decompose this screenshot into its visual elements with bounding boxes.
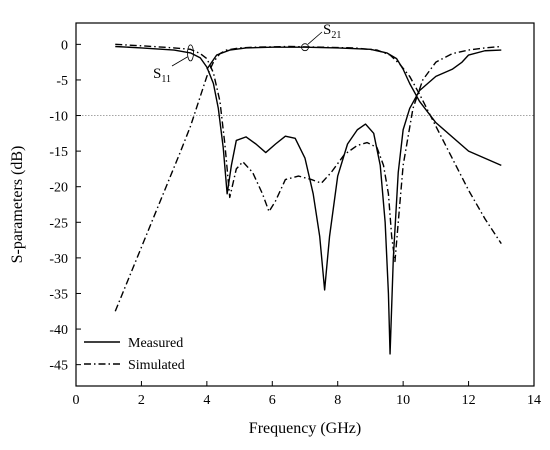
legend: Measured Simulated: [84, 336, 185, 373]
y-tick-label: -5: [56, 74, 68, 89]
y-axis-label: S-parameters (dB): [9, 146, 26, 264]
x-tick-label: 0: [73, 393, 80, 408]
y-tick-label: -40: [49, 323, 68, 338]
plot-area: [114, 43, 502, 355]
legend-label-measured: Measured: [128, 336, 183, 351]
plot-frame: [75, 22, 535, 387]
x-tick-label: 2: [138, 393, 145, 408]
y-tick-label: -30: [49, 252, 68, 267]
y-tick-label: -45: [49, 359, 68, 374]
series-simulated: [114, 43, 502, 312]
legend-label-simulated: Simulated: [128, 358, 185, 373]
x-tick-label: 12: [462, 393, 476, 408]
series-line-simulated-s21: [114, 45, 502, 312]
annotation-leader-s21: [307, 31, 323, 45]
x-tick-label: 6: [269, 393, 276, 408]
y-tick-label: -35: [49, 287, 68, 302]
series-line-measured-s11: [115, 45, 502, 355]
x-tick-label: 10: [396, 393, 410, 408]
x-axis-label: Frequency (GHz): [249, 420, 361, 437]
y-tick-label: -10: [49, 110, 68, 125]
annotation-marker-s11: [187, 44, 194, 62]
x-tick-label: 14: [527, 393, 541, 408]
y-tick-label: 0: [61, 38, 68, 53]
y-tick-label: -25: [49, 216, 68, 231]
x-tick-label: 8: [334, 393, 341, 408]
y-tick-label: -20: [49, 181, 68, 196]
annotation-leader-s11: [171, 56, 188, 67]
y-tick-label: -15: [49, 145, 68, 160]
axis-ticks: 0 2 4 6 8 10 12 14 0 -5 -10 -15 -20 -25 -30 -35 -40 -45: [49, 38, 541, 408]
annotation-marker-s21: [301, 43, 309, 52]
x-tick-label: 4: [203, 393, 210, 408]
